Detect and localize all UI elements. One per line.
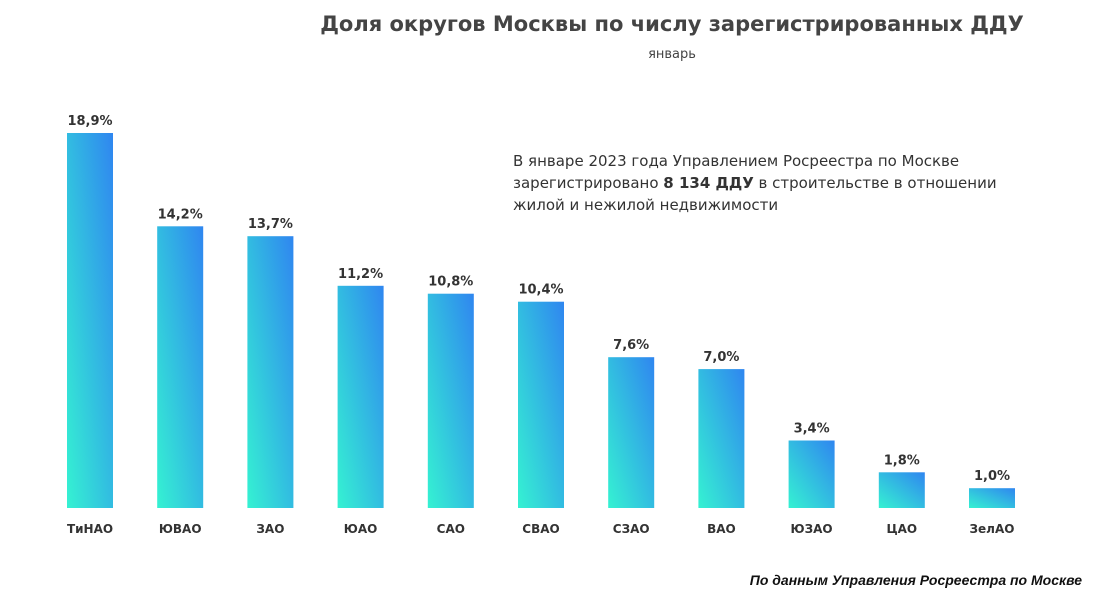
annotation-highlight: 8 134 ДДУ (663, 174, 754, 192)
bar-СВАО (518, 301, 564, 508)
source-note: По данным Управления Росреестра по Москв… (749, 572, 1082, 588)
value-label-СЗАО: 7,6% (613, 338, 649, 353)
category-label-ЗелАО: ЗелАО (970, 522, 1015, 536)
bar-САО (427, 293, 474, 508)
value-label-ЮЗАО: 3,4% (794, 422, 830, 437)
value-label-ВАО: 7,0% (703, 350, 739, 365)
value-label-ЮВАО: 14,2% (158, 207, 203, 222)
bar-ЮВАО (157, 226, 204, 509)
bar-ЦАО (878, 472, 925, 508)
annotation-text: В январе 2023 года Управлением Росреестр… (513, 150, 1013, 216)
value-label-СВАО: 10,4% (518, 283, 563, 298)
category-label-ЮАО: ЮАО (344, 522, 378, 536)
category-label-СЗАО: СЗАО (613, 522, 650, 536)
chart-title: Доля округов Москвы по числу зарегистрир… (320, 12, 1024, 36)
chart-subtitle: январь (648, 47, 696, 62)
value-label-ЗАО: 13,7% (248, 217, 293, 232)
bar-ЮАО (337, 285, 384, 508)
category-label-ЮВАО: ЮВАО (159, 522, 202, 536)
category-label-ЗАО: ЗАО (256, 522, 284, 536)
category-label-ЦАО: ЦАО (886, 522, 917, 536)
annotation-part2: в строительстве в отношении жилой и нежи… (513, 174, 997, 214)
bar-ЗелАО (969, 488, 1015, 508)
category-label-СВАО: СВАО (522, 522, 559, 536)
category-label-ТиНАО: ТиНАО (67, 522, 113, 536)
value-label-ТиНАО: 18,9% (67, 114, 112, 129)
bar-ЮЗАО (788, 440, 835, 508)
annotation-part1: В январе 2023 года Управлением Росреестр… (513, 152, 960, 192)
bar-ЗАО (247, 236, 294, 508)
bar-СЗАО (608, 357, 655, 508)
value-label-ЗелАО: 1,0% (974, 469, 1010, 484)
value-label-САО: 10,8% (428, 275, 473, 290)
value-label-ЦАО: 1,8% (884, 453, 920, 468)
bar-ТиНАО (67, 133, 113, 508)
value-label-ЮАО: 11,2% (338, 267, 383, 282)
bar-ВАО (698, 369, 745, 508)
category-label-САО: САО (437, 522, 465, 536)
category-label-ВАО: ВАО (707, 522, 736, 536)
category-label-ЮЗАО: ЮЗАО (791, 522, 833, 536)
